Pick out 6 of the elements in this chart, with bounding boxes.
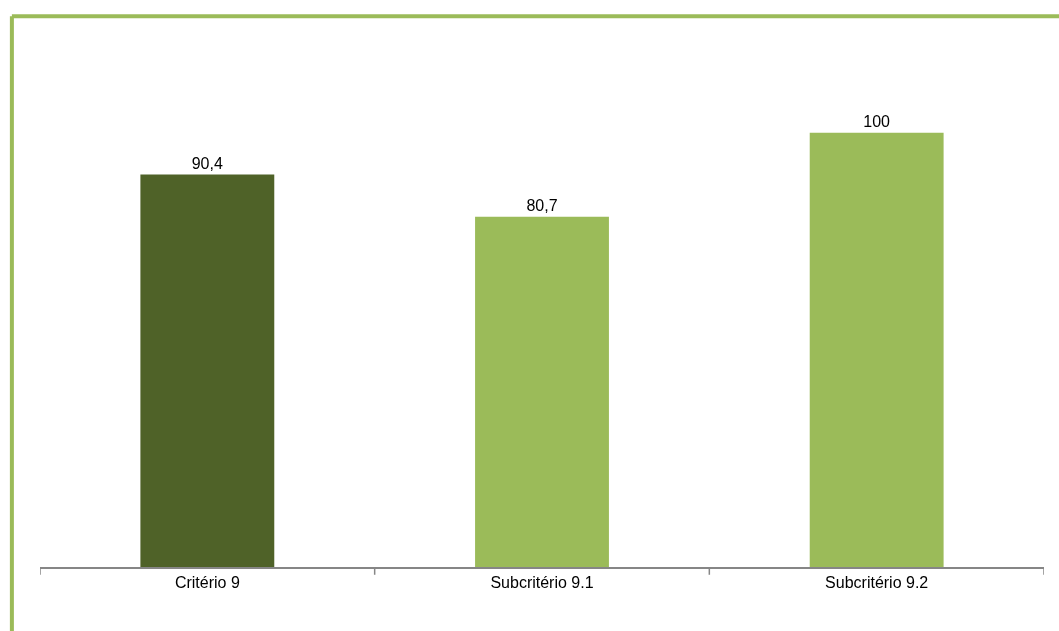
data-label: 100 xyxy=(863,112,891,130)
x-tick-label: Critério 9 xyxy=(174,573,240,591)
data-label: 80,7 xyxy=(526,196,558,214)
x-tick-label: Subcritério 9.1 xyxy=(490,573,594,591)
data-label: 90,4 xyxy=(191,154,223,172)
x-tick-label: Subcritério 9.2 xyxy=(825,573,929,591)
